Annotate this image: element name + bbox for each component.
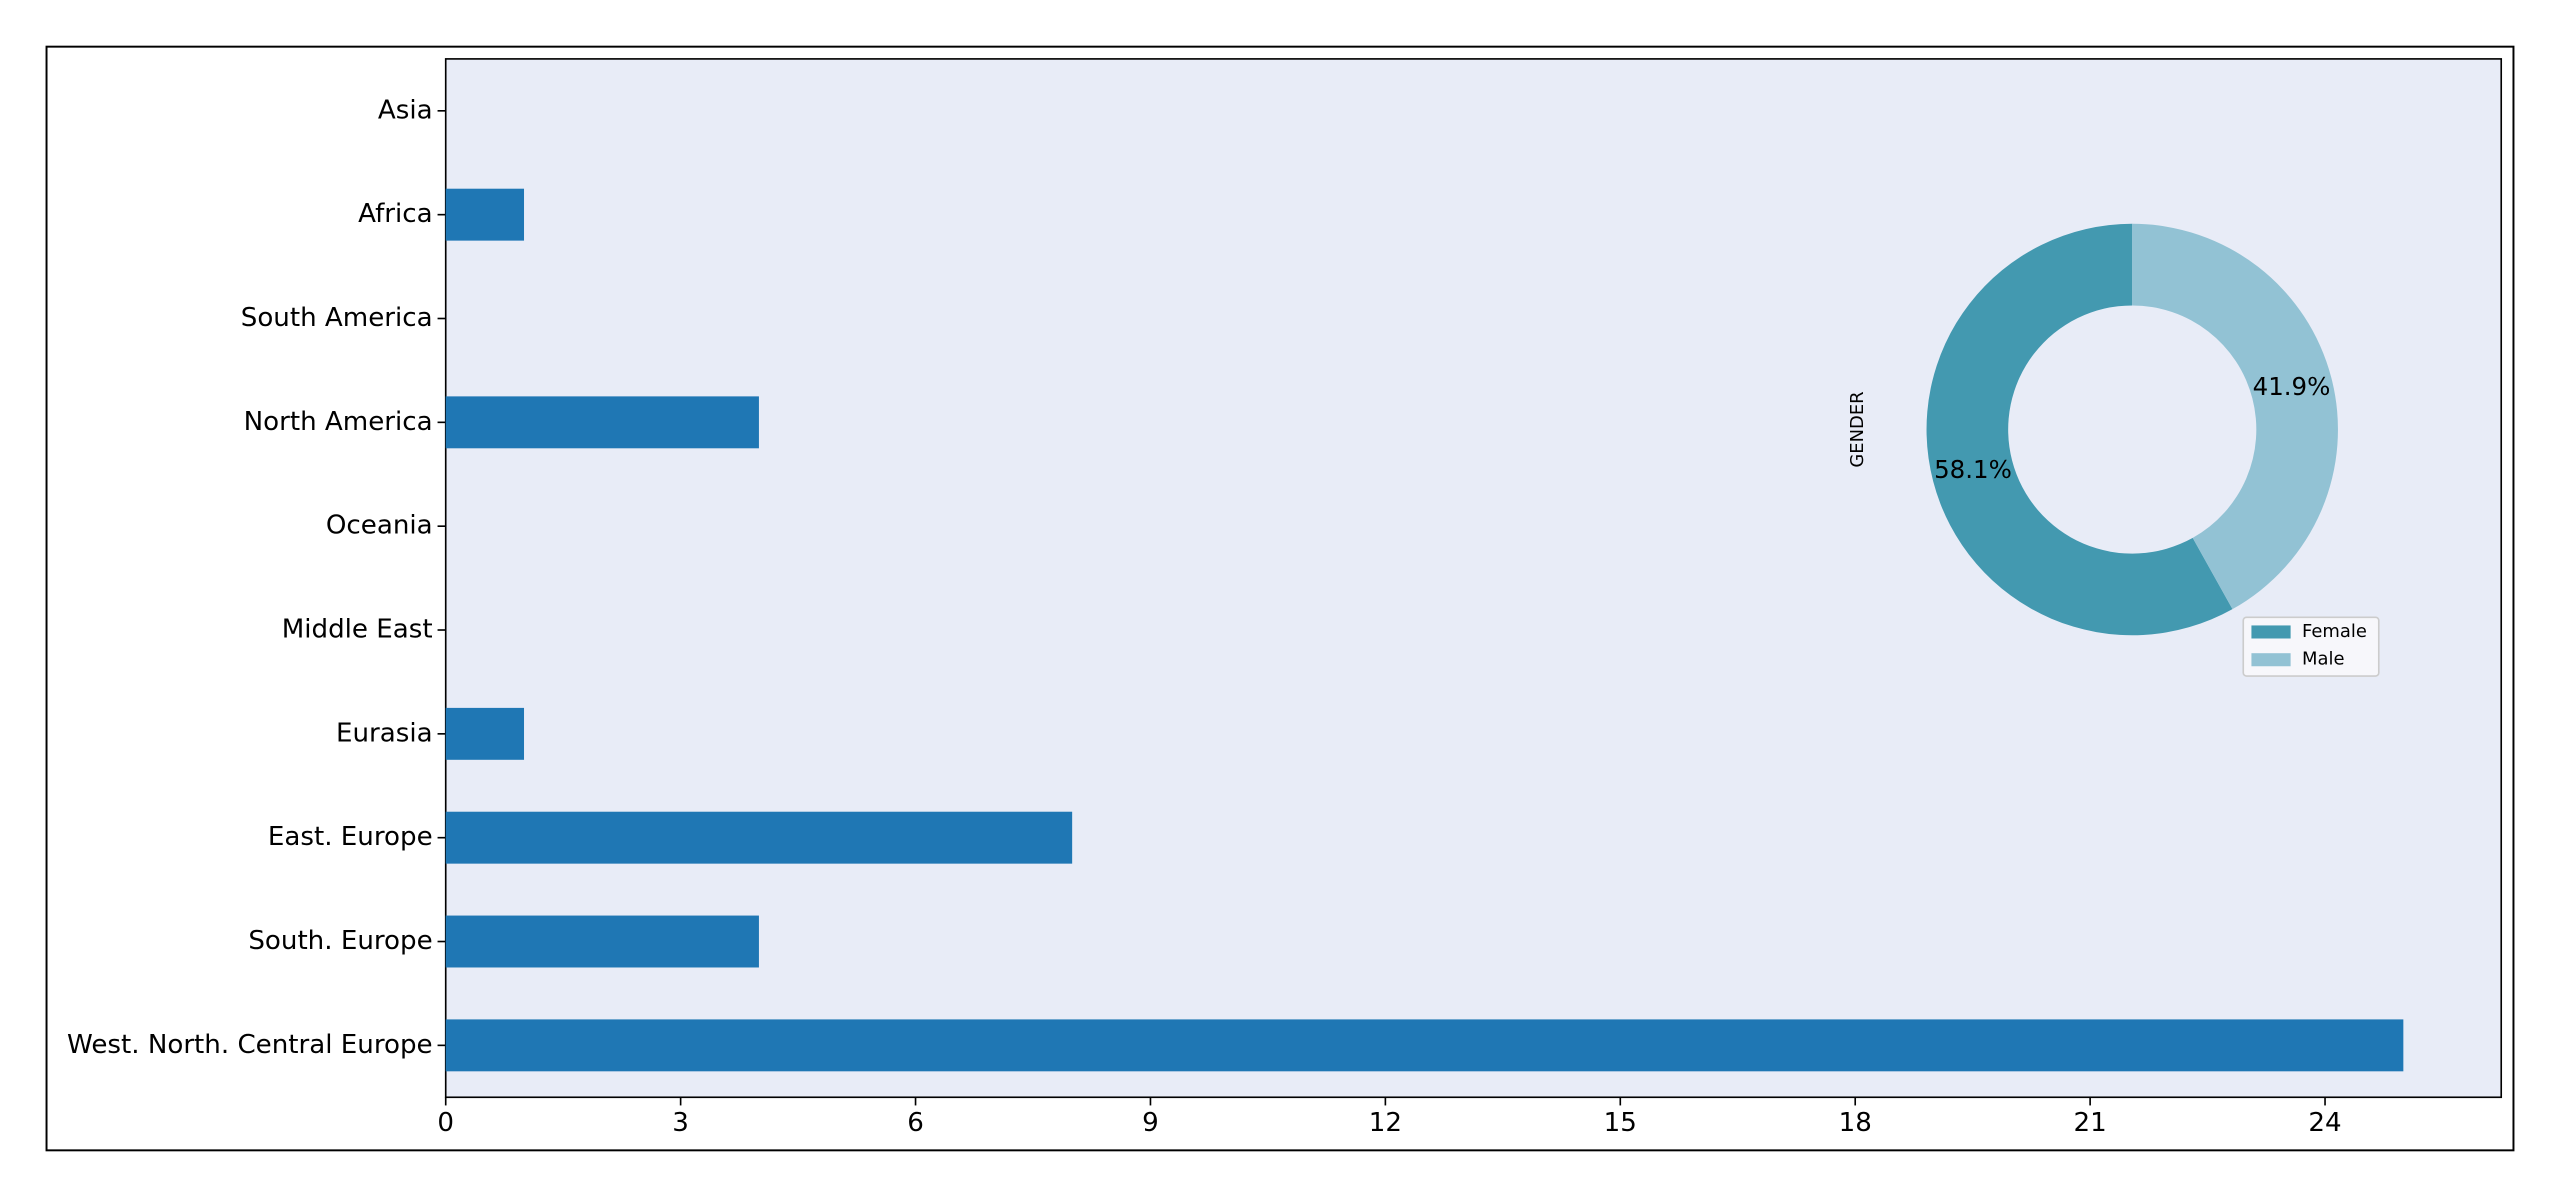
slice-label: 58.1% xyxy=(1934,455,2012,484)
x-tick-label: 21 xyxy=(2074,1108,2107,1138)
x-tick-label: 18 xyxy=(1839,1108,1872,1138)
y-tick-label: Oceania xyxy=(326,511,433,541)
x-tick-label: 12 xyxy=(1369,1108,1402,1138)
y-tick-label: South. Europe xyxy=(248,926,432,956)
bar xyxy=(445,1019,2404,1072)
legend-label: Male xyxy=(2302,649,2345,670)
y-axis-label: GENDER xyxy=(1847,391,1868,467)
bar xyxy=(445,396,759,449)
legend-swatch xyxy=(2251,653,2291,667)
pie-slice xyxy=(2132,223,2338,610)
x-tick-label: 24 xyxy=(2308,1108,2341,1138)
x-tick-label: 9 xyxy=(1142,1108,1159,1138)
slice-label: 41.9% xyxy=(2253,372,2331,401)
bar xyxy=(445,188,525,241)
y-tick-label: Eurasia xyxy=(336,718,433,748)
x-tick-label: 3 xyxy=(672,1108,689,1138)
y-tick-label: West. North. Central Europe xyxy=(67,1030,433,1060)
pie-slice xyxy=(1926,223,2233,636)
y-tick-label: Asia xyxy=(378,95,433,125)
y-tick-label: South America xyxy=(241,303,433,333)
y-tick-label: North America xyxy=(244,407,433,437)
x-tick-label: 6 xyxy=(907,1108,924,1138)
bar xyxy=(445,915,759,968)
legend-label: Female xyxy=(2302,621,2367,642)
legend-swatch xyxy=(2251,625,2291,639)
bar xyxy=(445,707,525,760)
y-tick-label: Middle East xyxy=(282,615,433,645)
y-tick-label: Africa xyxy=(358,199,432,229)
bar xyxy=(445,811,1073,864)
x-tick-label: 15 xyxy=(1604,1108,1637,1138)
x-tick-label: 0 xyxy=(437,1108,454,1138)
y-tick-label: East. Europe xyxy=(268,822,433,852)
plot-layer: 0 3 6 9 12 15 18 21 24 Asia Africa South America Nor… xyxy=(67,95,2404,1138)
